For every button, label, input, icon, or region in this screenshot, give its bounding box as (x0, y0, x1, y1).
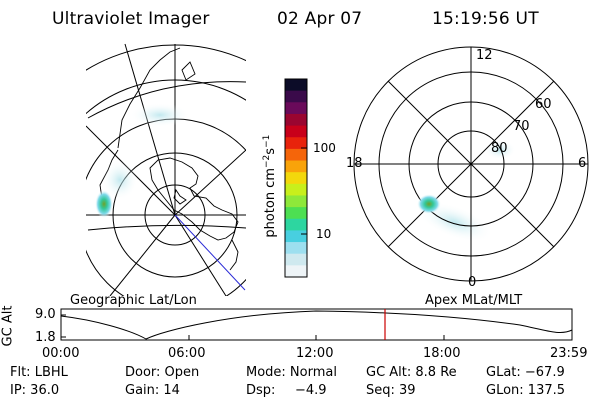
aurora-haze (102, 160, 138, 200)
timeline-ytick: 9.0 (35, 307, 56, 322)
gc-alt-timeline (60, 308, 573, 341)
lon-line (174, 149, 246, 216)
lon-line (174, 214, 227, 296)
mlat-label-60: 60 (535, 97, 552, 112)
aurora-haze (130, 103, 190, 127)
colorbar-cell (285, 207, 307, 220)
mlat-label-80: 80 (491, 141, 508, 156)
time-label: 15:19:56 UT (432, 9, 539, 29)
apex-caption: Apex MLat/MLT (425, 293, 523, 308)
mlt-label-18: 18 (346, 156, 363, 171)
colorbar-unit-exp: −2 (261, 154, 272, 168)
dsp-label: Dsp: (246, 383, 276, 398)
lon-line (174, 214, 246, 291)
colorbar-unit-exp: −1 (261, 134, 272, 148)
colorbar-cell (285, 102, 307, 115)
geographic-map (86, 43, 246, 296)
aurora-spot (95, 190, 113, 218)
mlat-label-70: 70 (513, 119, 530, 134)
timeline-xtick: 12:00 (296, 346, 334, 361)
glat-info: GLat: −67.9 (486, 365, 565, 380)
coastline (181, 61, 196, 81)
horizon-arc (87, 81, 246, 119)
glon-info: GLon: 137.5 (486, 383, 566, 398)
geographic-caption: Geographic Lat/Lon (70, 293, 197, 308)
seq-info: Seq: 39 (366, 383, 416, 398)
horizon-arc (87, 224, 246, 231)
lon-line (124, 43, 176, 216)
colorbar (284, 78, 308, 278)
lon-line (109, 214, 176, 296)
colorbar-cell (285, 230, 307, 243)
ip-info: IP: 36.0 (10, 383, 60, 398)
coastline (117, 47, 181, 149)
door-info: Door: Open (125, 365, 200, 380)
colorbar-cell (285, 125, 307, 138)
timeline-xtick: 00:00 (42, 346, 80, 361)
timeline-xtick: 18:00 (423, 346, 461, 361)
mlt-label-0: 0 (468, 275, 477, 290)
dsp-value: −4.9 (295, 383, 327, 398)
colorbar-cell (285, 195, 307, 208)
coastline (149, 157, 239, 241)
colorbar-cell (285, 218, 307, 231)
colorbar-cell (285, 183, 307, 196)
colorbar-cell (285, 253, 307, 266)
mlat-mlt-plot (353, 46, 589, 282)
colorbar-cell (285, 79, 307, 92)
colorbar-tick-label: 10 (316, 227, 332, 241)
date-label: 02 Apr 07 (277, 9, 363, 29)
mlt-line (387, 80, 555, 248)
mlt-label-6: 6 (578, 156, 587, 171)
aurora-spot (417, 194, 441, 214)
coastline (173, 188, 187, 205)
colorbar-tick-label: 100 (313, 141, 336, 155)
gc-alt-curve (60, 310, 573, 340)
filter-info: Flt: LBHL (10, 365, 68, 380)
colorbar-unit-text: photon cm (263, 167, 279, 238)
timeline-ytick: 1.8 (35, 330, 56, 345)
colorbar-cell (285, 137, 307, 150)
instrument-title: Ultraviolet Imager (52, 9, 210, 29)
timeline-xtick: 06:00 (168, 346, 206, 361)
colorbar-cell (285, 242, 307, 255)
timeline-xtick: 23:59 (550, 346, 588, 361)
colorbar-cell (285, 160, 307, 173)
gain-info: Gain: 14 (125, 383, 180, 398)
colorbar-frame (284, 78, 308, 278)
colorbar-cell (285, 90, 307, 103)
mode-info: Mode: Normal (246, 365, 337, 380)
colorbar-cell (285, 113, 307, 127)
mlt-label-12: 12 (476, 48, 493, 63)
colorbar-cell (285, 148, 307, 162)
colorbar-unit: photon cm−2s−1 (262, 106, 278, 266)
gc-alt-info: GC Alt: 8.8 Re (366, 365, 457, 380)
coastline (229, 239, 239, 271)
aurora-haze (484, 140, 516, 160)
colorbar-cell (285, 172, 307, 185)
colorbar-unit-mid: s (263, 147, 279, 155)
colorbar-cell (285, 265, 307, 278)
